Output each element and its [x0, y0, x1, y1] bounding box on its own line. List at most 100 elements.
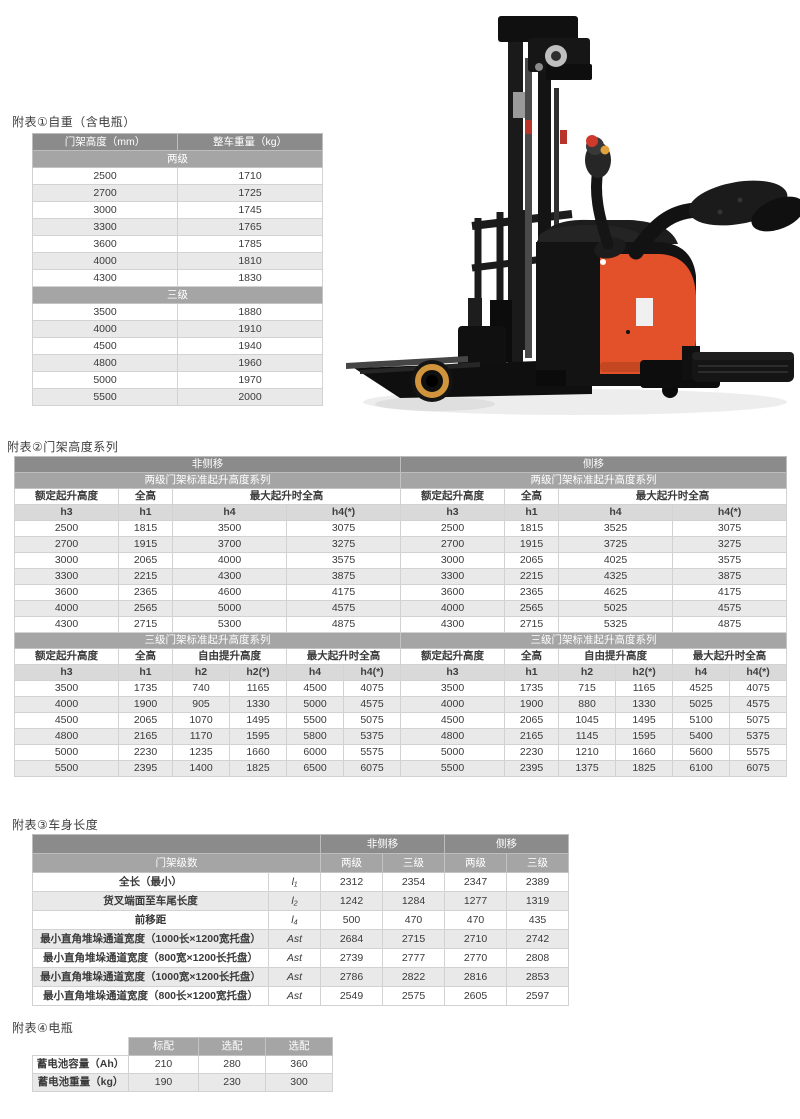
value-cell: 4300 — [14, 616, 119, 633]
t2-section-label: 三级门架标准起升高度系列 — [13, 632, 402, 649]
t4-blank-header — [32, 1037, 129, 1056]
t1-data-row: 3000 1745 — [32, 201, 323, 219]
value-cell: 3000 — [14, 552, 119, 569]
mast-height-cell: 4500 — [32, 337, 178, 355]
dimension-symbol-cell: Ast — [268, 967, 321, 987]
value-cell: 1900 — [118, 696, 173, 713]
value-cell: 4000 — [400, 600, 506, 617]
t2-colgroup-row: 额定起升高度 全高 最大起升时全高 额定起升高度 全高 最大起升时全高 — [14, 488, 788, 505]
value-cell: 1165 — [229, 680, 287, 697]
t2-sub-h4s: h4(*) — [285, 504, 402, 521]
mast — [498, 16, 592, 365]
t1-section-row: 两级 — [32, 150, 323, 168]
t3-data-row: 全长（最小） l₁ 2312 2354 2347 2389 — [32, 872, 569, 892]
t1-data-row: 3300 1765 — [32, 218, 323, 236]
mast-height-cell: 3500 — [32, 303, 178, 321]
truck-weight-cell: 1970 — [177, 371, 323, 389]
mast-height-cell: 4000 — [32, 320, 178, 338]
t2-data-row: 5500 2395 1400 1825 6500 6075 5500 2395 … — [14, 760, 788, 777]
t4-col-optional: 选配 — [198, 1037, 266, 1056]
value-cell: 4800 — [400, 728, 506, 745]
value-cell: 4625 — [558, 584, 674, 601]
reach-truck-photo — [346, 16, 800, 415]
load-wheel — [411, 360, 453, 402]
t2-sub-h3: h3 — [14, 504, 119, 521]
value-cell: 1145 — [558, 728, 617, 745]
value-cell: 4800 — [14, 728, 119, 745]
battery-cover-panel — [600, 254, 696, 374]
value-cell: 2365 — [504, 584, 560, 601]
dimension-name-cell: 全长（最小） — [32, 872, 269, 892]
value-cell: 3300 — [400, 568, 506, 585]
value-cell: 2575 — [382, 986, 445, 1006]
t2-sub-h4: h4 — [286, 664, 344, 681]
value-cell: 2808 — [506, 948, 569, 968]
t2-colgroup-overall: 全高 — [504, 488, 560, 505]
value-cell: 4500 — [400, 712, 506, 729]
value-cell: 6100 — [672, 760, 731, 777]
value-cell: 2549 — [320, 986, 383, 1006]
t3-data-row: 货叉端面至车尾长度 l₂ 1242 1284 1277 1319 — [32, 891, 569, 911]
value-cell: 3275 — [672, 536, 788, 553]
emergency-button — [586, 135, 598, 147]
t2-colgroup-row: 额定起升高度 全高 自由提升高度 最大起升时全高 额定起升高度 全高 自由提升高… — [14, 648, 788, 665]
value-cell: 715 — [558, 680, 617, 697]
value-cell: 3275 — [285, 536, 402, 553]
value-cell: 2565 — [504, 600, 560, 617]
value-cell: 2065 — [504, 712, 560, 729]
value-cell: 2853 — [506, 967, 569, 987]
dimension-name-cell: 最小直角堆垛通道宽度（1000宽×1200长托盘） — [32, 967, 269, 987]
value-cell: 1170 — [172, 728, 230, 745]
value-cell: 3525 — [558, 520, 674, 537]
t1-data-row: 4000 1910 — [32, 320, 323, 338]
value-cell: 2215 — [118, 568, 173, 585]
value-cell: 2605 — [444, 986, 507, 1006]
t2-colgroup-rated: 额定起升高度 — [400, 488, 506, 505]
dimension-name-cell: 最小直角堆垛通道宽度（800长×1200宽托盘） — [32, 986, 269, 1006]
t2-sub-h3: h3 — [400, 664, 506, 681]
value-cell: 6000 — [286, 744, 344, 761]
t2-sub-h4s: h4(*) — [672, 504, 788, 521]
self-weight-table: 门架高度（mm） 整车重量（kg） 两级 2500 1710 2700 1725… — [32, 133, 323, 406]
value-cell: 2165 — [504, 728, 560, 745]
value-cell: 500 — [320, 910, 383, 930]
value-cell: 2230 — [118, 744, 173, 761]
mast-height-cell: 4300 — [32, 269, 178, 287]
value-cell: 4175 — [672, 584, 788, 601]
value-cell: 2777 — [382, 948, 445, 968]
value-cell: 4175 — [285, 584, 402, 601]
value-cell: 2822 — [382, 967, 445, 987]
value-cell: 1330 — [615, 696, 674, 713]
value-cell: 4000 — [400, 696, 506, 713]
t3-data-row: 最小直角堆垛通道宽度（800宽×1200长托盘） Ast 2739 2777 2… — [32, 948, 569, 968]
value-cell: 3075 — [285, 520, 402, 537]
t3-mast-stages-label: 门架级数 — [32, 853, 321, 873]
value-cell: 5800 — [286, 728, 344, 745]
value-cell: 470 — [444, 910, 507, 930]
value-cell: 5000 — [286, 696, 344, 713]
value-cell: 1235 — [172, 744, 230, 761]
value-cell: 1825 — [615, 760, 674, 777]
t2-three-stage-block: 三级门架标准起升高度系列 三级门架标准起升高度系列 额定起升高度 全高 自由提升… — [13, 632, 788, 777]
dimension-name-cell: 货叉端面至车尾长度 — [32, 891, 269, 911]
t3-data-row: 最小直角堆垛通道宽度（1000宽×1200长托盘） Ast 2786 2822 … — [32, 967, 569, 987]
value-cell: 2230 — [504, 744, 560, 761]
t4-col-standard: 标配 — [128, 1037, 199, 1056]
table1-title: 附表①自重（含电瓶） — [12, 115, 136, 129]
t2-sub-h1: h1 — [504, 664, 560, 681]
value-cell: 5300 — [172, 616, 287, 633]
truck-weight-cell: 1880 — [177, 303, 323, 321]
t2-data-row: 4000 1900 905 1330 5000 4575 4000 1900 8… — [14, 696, 788, 713]
truck-weight-cell: 1910 — [177, 320, 323, 338]
battery-table: 标配 选配 选配 蓄电池容量（Ah） 210 280 360 蓄电池重量（kg）… — [32, 1037, 333, 1092]
horn-button — [600, 145, 610, 155]
warning-label — [525, 120, 532, 134]
dimension-name-cell: 最小直角堆垛通道宽度（800宽×1200长托盘） — [32, 948, 269, 968]
value-cell: 4300 — [172, 568, 287, 585]
table3-title: 附表③车身长度 — [12, 818, 99, 832]
value-cell: 5000 — [172, 600, 287, 617]
value-cell: 2816 — [444, 967, 507, 987]
value-cell: 4600 — [172, 584, 287, 601]
t2-sub-h2s: h2(*) — [229, 664, 287, 681]
value-cell: 300 — [265, 1073, 333, 1092]
